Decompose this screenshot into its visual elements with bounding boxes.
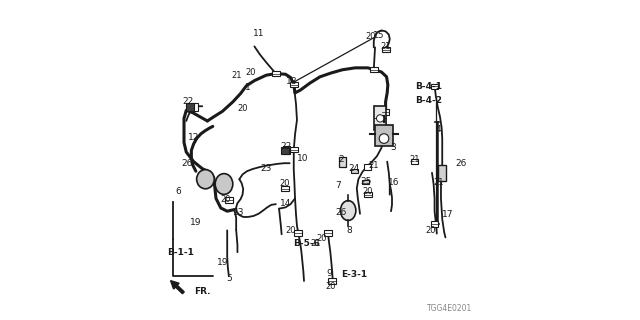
Bar [281,186,289,191]
Bar [364,192,372,197]
Text: B-1-1: B-1-1 [168,248,194,257]
Text: 14: 14 [280,199,291,208]
Text: 20: 20 [425,226,436,235]
Bar [272,71,280,76]
Text: 6: 6 [176,188,181,196]
Text: FR.: FR. [195,287,211,296]
Text: 17: 17 [442,210,454,219]
Bar [375,125,393,146]
Text: 20: 20 [285,226,296,235]
Text: 21: 21 [310,239,321,248]
Bar [381,109,389,115]
Text: 21: 21 [369,161,379,170]
Text: 9: 9 [327,269,332,278]
Text: 7: 7 [335,181,340,190]
Text: 21: 21 [381,42,391,51]
Bar [382,47,390,52]
Text: 10: 10 [297,154,308,163]
Text: 5: 5 [226,274,232,283]
Bar [374,106,387,130]
Text: 22: 22 [183,97,194,106]
Bar [290,82,298,87]
Text: 20: 20 [279,180,289,188]
Text: 26: 26 [182,159,193,168]
Text: 23: 23 [260,164,271,173]
Bar [411,159,418,164]
Text: 2: 2 [338,156,344,164]
Text: 15: 15 [374,31,385,40]
Text: 26: 26 [455,159,467,168]
Text: B-4-2: B-4-2 [415,96,442,105]
Text: 21: 21 [434,178,444,187]
Text: 26: 26 [336,208,347,217]
Text: 20: 20 [325,282,335,291]
Text: 11: 11 [253,29,265,38]
Text: 20: 20 [365,32,376,41]
Text: 20: 20 [245,68,255,77]
Text: 20: 20 [220,196,231,204]
Text: 18: 18 [286,77,298,86]
Bar [339,157,346,167]
Bar [328,278,336,284]
Text: 24: 24 [348,164,359,173]
Text: 21: 21 [232,71,242,80]
Text: 20: 20 [316,234,327,243]
Ellipse shape [215,173,233,194]
Text: 22: 22 [281,142,292,151]
Circle shape [376,115,384,122]
Text: B-4-1: B-4-1 [415,82,442,91]
Text: 25: 25 [361,177,372,186]
Bar [431,84,438,89]
Bar [438,165,447,181]
Bar [191,103,198,111]
Bar [283,146,290,154]
Bar [324,230,332,236]
Text: B-5-6: B-5-6 [293,239,319,248]
Circle shape [379,134,389,143]
Text: 8: 8 [346,226,351,235]
Bar [225,197,233,203]
Text: 3: 3 [391,143,396,152]
Bar [186,103,195,111]
Text: 20: 20 [237,104,248,113]
Bar [362,180,369,184]
Text: 20: 20 [363,188,373,196]
Text: 12: 12 [188,133,199,142]
Ellipse shape [340,201,356,220]
Bar [294,230,302,236]
Text: 19: 19 [190,218,202,227]
Bar [370,67,378,72]
Text: 13: 13 [233,208,244,217]
Text: TGG4E0201: TGG4E0201 [427,304,472,313]
Text: 19: 19 [218,258,228,267]
Text: 16: 16 [388,178,399,187]
Bar [281,147,289,154]
Text: 21: 21 [410,156,420,164]
FancyArrow shape [170,281,184,294]
Ellipse shape [196,170,214,189]
Bar [290,147,298,152]
Text: 1: 1 [245,84,251,92]
Bar [364,164,371,170]
Text: E-3-1: E-3-1 [341,270,367,279]
Text: 4: 4 [436,125,441,134]
Bar [351,169,358,173]
Bar [431,221,438,227]
